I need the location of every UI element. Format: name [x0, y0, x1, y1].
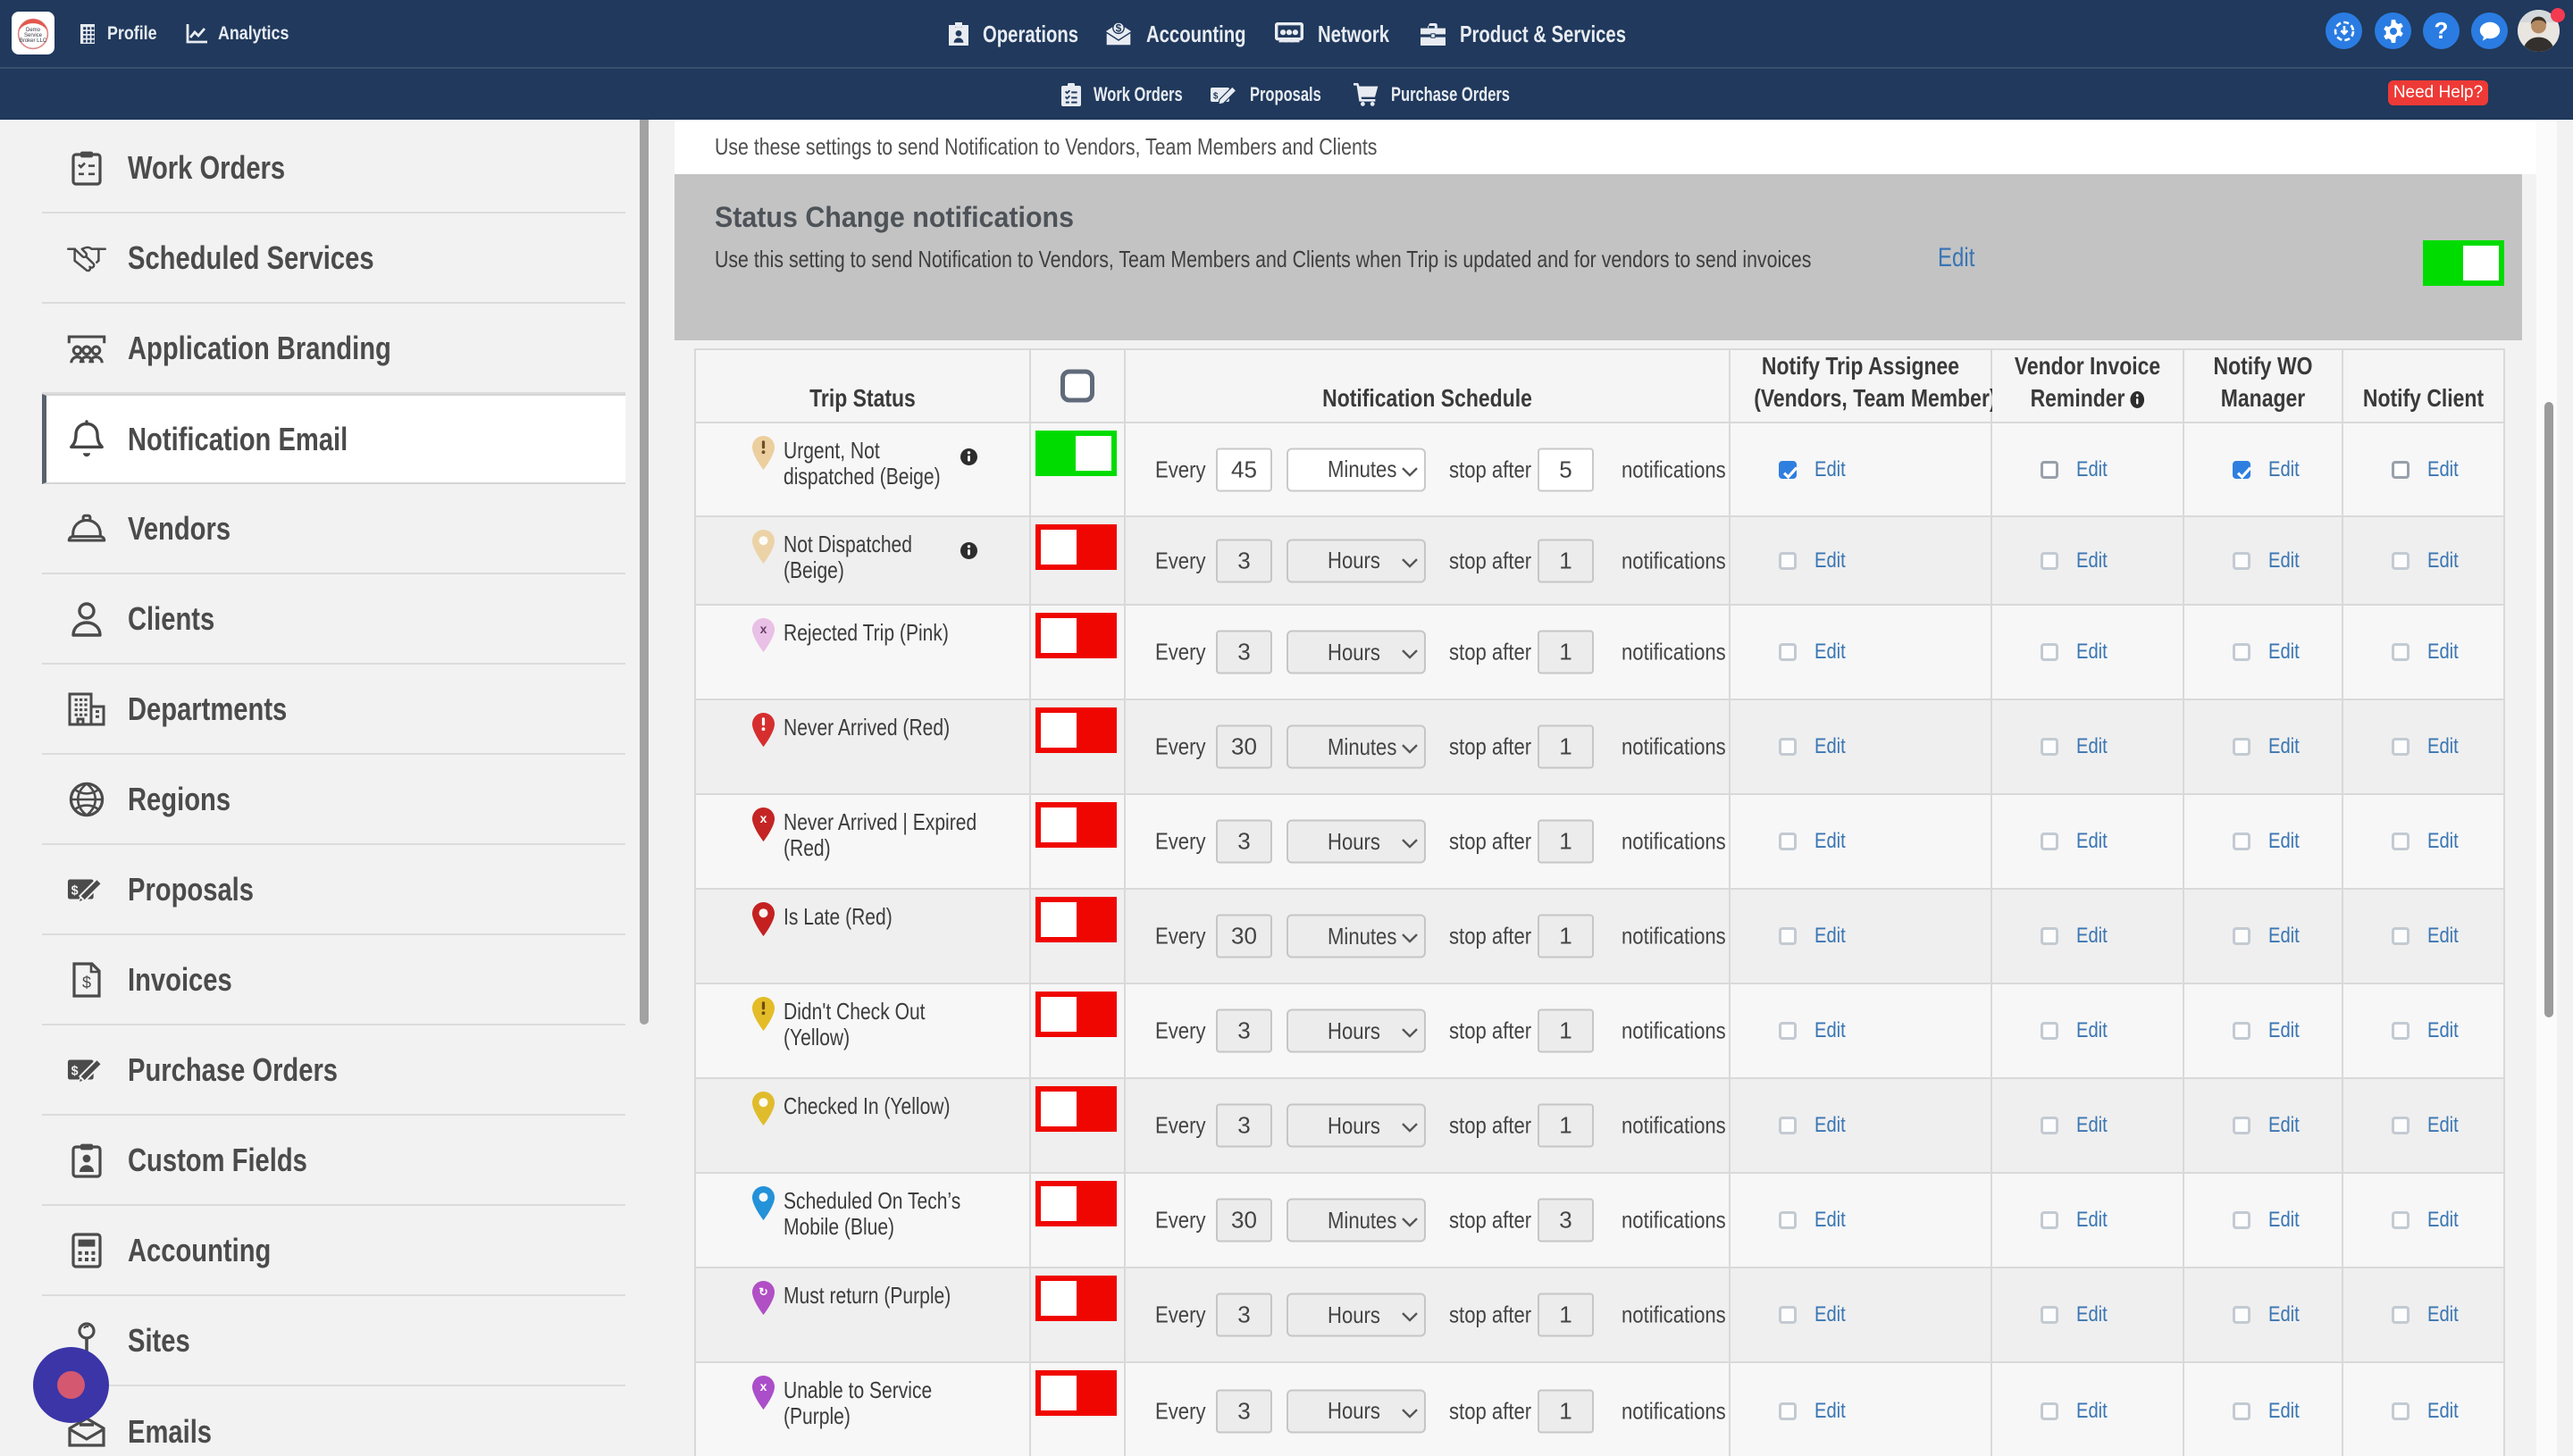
svg-text:$: $ — [71, 1064, 79, 1078]
svg-text:x: x — [760, 622, 767, 636]
svg-text:x: x — [760, 1379, 767, 1393]
svg-text:$: $ — [82, 974, 91, 992]
svg-text:↻: ↻ — [758, 1286, 767, 1299]
svg-text:Demo: Demo — [26, 28, 41, 33]
svg-text:$: $ — [1116, 22, 1122, 35]
svg-text:Broker LLC: Broker LLC — [20, 38, 47, 44]
svg-text:Service: Service — [24, 33, 43, 38]
svg-text:$: $ — [1213, 92, 1219, 102]
svg-text:x: x — [760, 811, 767, 825]
svg-text:$: $ — [71, 883, 79, 898]
